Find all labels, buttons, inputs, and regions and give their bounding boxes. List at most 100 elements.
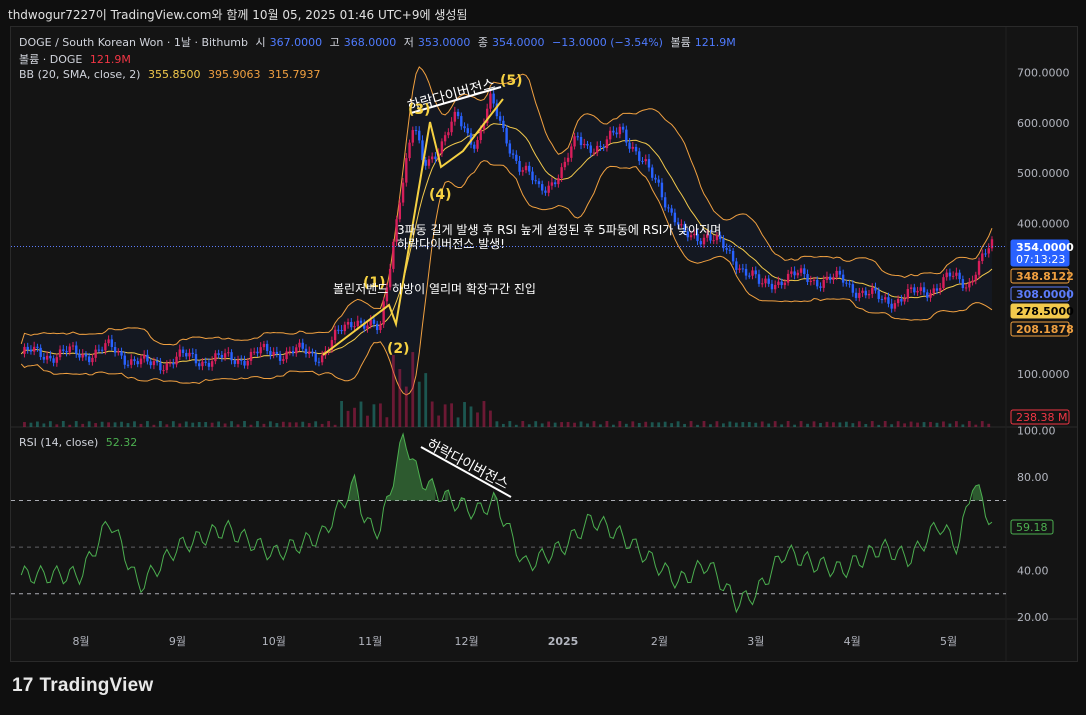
- wave-label-5: (5): [500, 73, 523, 89]
- legend-low-value: 353.0000: [417, 36, 471, 49]
- candle-body: [398, 202, 402, 220]
- volume-bar: [404, 386, 408, 427]
- candle-body: [194, 354, 198, 364]
- candle-body: [155, 361, 159, 363]
- volume-bar: [780, 424, 784, 427]
- candle-body: [783, 282, 787, 286]
- candle-body: [651, 167, 654, 178]
- divergence-line-price: [410, 86, 502, 114]
- candle-body: [411, 130, 414, 143]
- chart-frame[interactable]: 100.0000 400.0000 500.0000 600.0000 700.0000…: [10, 26, 1078, 662]
- candle-body: [900, 298, 903, 302]
- candle-body: [55, 357, 59, 363]
- volume-bar: [793, 424, 796, 427]
- legend-change-value: −13.0000 (−3.54%): [552, 36, 663, 49]
- candle-body: [806, 274, 809, 282]
- volume-bar: [624, 423, 628, 427]
- candle-body: [372, 319, 376, 324]
- candle-body: [288, 351, 292, 353]
- candle-body: [913, 287, 916, 293]
- volume-bar: [113, 422, 117, 427]
- candle-body: [883, 297, 887, 300]
- volume-bar: [372, 404, 376, 427]
- volume-bar: [527, 424, 531, 427]
- volume-bar: [631, 421, 635, 427]
- candle-body: [295, 347, 298, 354]
- volume-bar: [702, 421, 706, 427]
- volume-bar: [443, 404, 447, 427]
- volume-bar: [107, 422, 110, 427]
- candle-body: [570, 146, 573, 158]
- candle-body: [427, 159, 431, 166]
- bb-lower-value: 315.7937: [267, 68, 321, 81]
- volume-bar: [877, 424, 881, 427]
- candle-body: [456, 111, 460, 117]
- candle-body: [731, 250, 735, 262]
- volume-bar: [579, 421, 583, 427]
- candle-body: [680, 224, 683, 226]
- chart-canvas[interactable]: 100.0000 400.0000 500.0000 600.0000 700.0000…: [11, 27, 1077, 661]
- volume-bar: [55, 424, 59, 427]
- candle-body: [939, 287, 942, 291]
- candle-body: [942, 277, 945, 288]
- candle-body: [544, 190, 547, 193]
- candle-body: [314, 353, 317, 362]
- note-divergence-line1: 3파동 길게 발생 후 RSI 높게 설정된 후 5파동에 RSI가 낮아지며: [397, 223, 721, 237]
- candle-body: [638, 151, 641, 162]
- volume-bar: [870, 421, 874, 427]
- volume-bar: [100, 421, 104, 427]
- rsi-indicator-value: 52.32: [105, 436, 138, 449]
- legend-rsi[interactable]: RSI (14, close) 52.32: [19, 436, 141, 449]
- volume-label-box: [1010, 409, 1070, 425]
- candle-body: [744, 268, 748, 276]
- volume-bar: [987, 423, 991, 427]
- candle-body: [828, 276, 832, 280]
- price-label-blue: 308.0000: [1016, 288, 1074, 301]
- candle-body: [256, 351, 259, 354]
- candle-body: [583, 143, 586, 146]
- candle-body: [521, 170, 524, 172]
- legend-volume[interactable]: 볼륨 · DOGE 121.9M: [19, 51, 135, 67]
- candle-body: [586, 143, 589, 146]
- tradingview-logo[interactable]: 17 TradingView: [12, 675, 153, 697]
- candle-body: [838, 270, 842, 275]
- legend-bollinger[interactable]: BB (20, SMA, close, 2) 355.8500 395.9063…: [19, 68, 324, 81]
- volume-bar: [294, 422, 298, 427]
- elliott-wave-line: [322, 98, 504, 356]
- price-label-box: [1010, 239, 1070, 267]
- candle-body: [699, 241, 702, 245]
- candle-body: [741, 268, 745, 270]
- candle-body: [243, 360, 246, 366]
- candle-body: [421, 140, 424, 161]
- volume-bar: [346, 410, 350, 427]
- volume-bar: [819, 422, 822, 427]
- candle-body: [498, 116, 502, 121]
- candle-body: [728, 249, 732, 251]
- volume-bar: [573, 422, 576, 427]
- candle-body: [877, 290, 880, 299]
- candle-body: [987, 248, 990, 254]
- candle-body: [466, 128, 469, 134]
- candle-body: [469, 133, 473, 145]
- volume-bar: [204, 422, 208, 427]
- volume-bar: [126, 423, 130, 427]
- volume-bar: [139, 423, 143, 427]
- divergence-label-rsi: 하락다이버전스: [424, 436, 511, 493]
- candle-body: [81, 354, 84, 358]
- price-tick-label: 100.0000: [1017, 368, 1070, 381]
- candle-body: [91, 357, 94, 363]
- volume-bar: [696, 424, 699, 427]
- candle-body: [136, 361, 139, 365]
- volume-bar: [42, 423, 46, 427]
- legend-high-label: 고: [329, 36, 340, 49]
- legend-symbol[interactable]: DOGE / South Korean Won · 1날 · Bithumb: [19, 36, 249, 49]
- volume-bar: [857, 421, 861, 427]
- volume-bar: [592, 421, 596, 427]
- price-tick-label: 600.0000: [1017, 117, 1070, 130]
- time-axis-label: 3월: [747, 635, 764, 648]
- candle-body: [576, 136, 579, 138]
- candle-body: [948, 272, 952, 277]
- candle-body: [974, 274, 978, 281]
- volume-bar: [676, 421, 680, 427]
- volume-bar: [301, 421, 305, 427]
